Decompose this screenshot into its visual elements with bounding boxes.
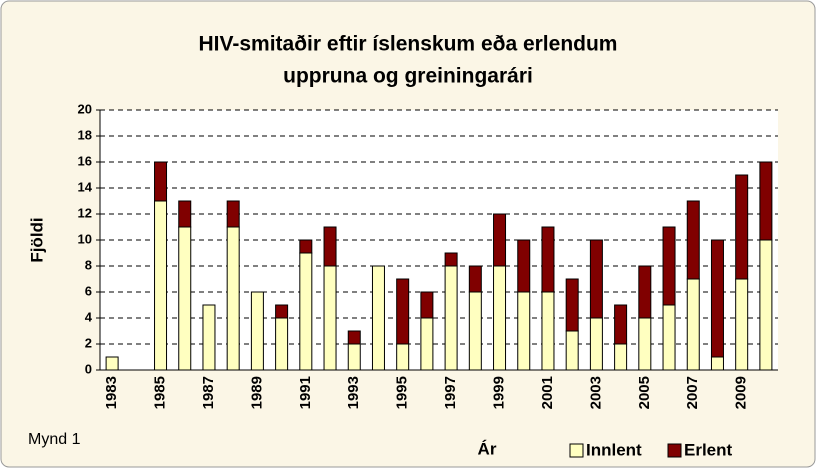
bar-segment	[202, 304, 216, 371]
bar-segment	[250, 291, 264, 371]
bar-segment	[735, 174, 749, 280]
bar-segment	[444, 252, 458, 267]
x-tick-label: 2007	[684, 376, 701, 409]
legend-label: Innlent	[586, 440, 642, 459]
y-tick-label: 2	[85, 335, 92, 350]
legend-swatch	[569, 443, 584, 458]
bar-segment	[347, 330, 361, 345]
y-tick-label: 14	[78, 179, 93, 194]
bar-segment	[275, 317, 289, 371]
bar-segment	[275, 304, 289, 319]
bar-segment	[662, 226, 676, 306]
bar-segment	[686, 278, 700, 371]
chart-title: uppruna og greiningarári	[283, 65, 533, 88]
bar-segment	[735, 278, 749, 371]
legend-label: Erlent	[684, 440, 733, 459]
bar-segment	[371, 265, 385, 371]
y-tick-label: 20	[78, 101, 92, 116]
bar-segment	[759, 239, 773, 371]
y-tick-label: 6	[85, 283, 92, 298]
y-axis-label: Fjöldi	[27, 217, 46, 262]
bar-segment	[468, 291, 482, 371]
bar-segment	[468, 265, 482, 293]
bar-segment	[638, 265, 652, 319]
bar-segment	[565, 330, 579, 371]
y-tick-label: 12	[78, 205, 92, 220]
bar-segment	[589, 239, 603, 319]
bar-segment	[154, 161, 168, 202]
x-tick-label: 1997	[442, 376, 459, 409]
bar-segment	[638, 317, 652, 371]
bar-segment	[105, 356, 119, 371]
bar-segment	[710, 356, 724, 371]
x-tick-label: 1995	[394, 376, 411, 409]
x-tick-label: 2003	[587, 376, 604, 409]
bar-segment	[178, 226, 192, 371]
x-tick-label: 1999	[491, 376, 508, 409]
x-tick-label: 1989	[248, 376, 265, 409]
bar-segment	[154, 200, 168, 371]
bar-segment	[662, 304, 676, 371]
y-tick-label: 16	[78, 153, 92, 168]
bar-segment	[493, 213, 507, 267]
bar-segment	[299, 239, 313, 254]
x-tick-label: 2009	[733, 376, 750, 409]
bar-segment	[517, 291, 531, 371]
x-tick-label: 1983	[103, 376, 120, 409]
y-tick-label: 8	[85, 257, 92, 272]
bar-segment	[420, 317, 434, 371]
annotation: Mynd 1	[28, 431, 81, 448]
bar-segment	[686, 200, 700, 280]
y-tick-label: 4	[85, 309, 93, 324]
bar-segment	[323, 226, 337, 267]
bar-segment	[517, 239, 531, 293]
y-tick-label: 0	[85, 361, 92, 376]
bar-segment	[493, 265, 507, 371]
bar-segment	[541, 226, 555, 293]
x-tick-label: 1991	[297, 376, 314, 409]
legend-swatch	[667, 443, 682, 458]
bar-segment	[444, 265, 458, 371]
x-axis-label: Ár	[478, 439, 497, 458]
chart-title: HIV-smitaðir eftir íslenskum eða erlendu…	[199, 33, 618, 56]
x-tick-label: 2001	[539, 376, 556, 409]
bar-segment	[226, 200, 240, 228]
bar-segment	[614, 304, 628, 345]
x-tick-label: 1993	[345, 376, 362, 409]
bar-segment	[589, 317, 603, 371]
bar-segment	[178, 200, 192, 228]
bar-segment	[541, 291, 555, 371]
x-tick-label: 1985	[152, 376, 169, 409]
bar-segment	[759, 161, 773, 241]
x-tick-label: 2005	[636, 376, 653, 409]
bar-segment	[396, 343, 410, 371]
y-tick-label: 10	[78, 231, 92, 246]
bar-segment	[614, 343, 628, 371]
bar-segment	[420, 291, 434, 319]
bar-segment	[323, 265, 337, 371]
bar-segment	[226, 226, 240, 371]
x-tick-label: 1987	[200, 376, 217, 409]
bar-segment	[565, 278, 579, 332]
bar-segment	[299, 252, 313, 371]
bar-segment	[710, 239, 724, 358]
y-tick-label: 18	[78, 127, 92, 142]
bar-segment	[396, 278, 410, 345]
bar-segment	[347, 343, 361, 371]
